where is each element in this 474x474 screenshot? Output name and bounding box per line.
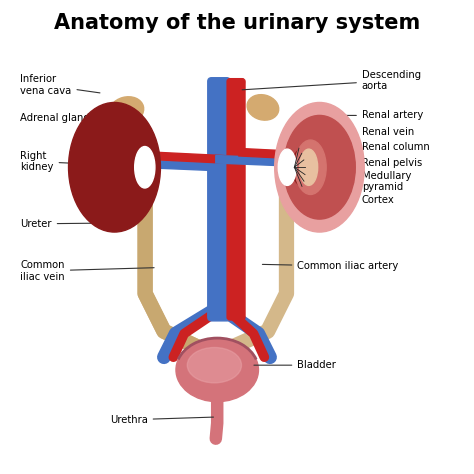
Ellipse shape — [176, 338, 258, 401]
Ellipse shape — [247, 95, 279, 120]
Ellipse shape — [187, 347, 241, 383]
Ellipse shape — [109, 97, 144, 125]
Text: Medullary
pyramid: Medullary pyramid — [311, 171, 411, 192]
Polygon shape — [228, 82, 245, 105]
Ellipse shape — [295, 140, 326, 194]
Ellipse shape — [69, 102, 160, 232]
Text: Descending
aorta: Descending aorta — [242, 70, 421, 91]
Wedge shape — [293, 167, 314, 188]
Ellipse shape — [283, 116, 356, 219]
Polygon shape — [216, 155, 296, 166]
Polygon shape — [136, 151, 231, 164]
Text: Anatomy of the urinary system: Anatomy of the urinary system — [54, 13, 420, 33]
Text: Renal column: Renal column — [306, 142, 429, 152]
Ellipse shape — [300, 149, 318, 185]
Text: Ureter: Ureter — [20, 219, 125, 229]
Text: Right
kidney: Right kidney — [20, 151, 86, 173]
Text: Renal pelvis: Renal pelvis — [302, 157, 422, 167]
Wedge shape — [291, 155, 314, 168]
Text: Urethra: Urethra — [110, 415, 213, 425]
Text: Renal artery: Renal artery — [296, 110, 423, 120]
Text: Common
iliac vein: Common iliac vein — [20, 260, 154, 282]
Wedge shape — [301, 144, 315, 167]
Text: Renal vein: Renal vein — [297, 128, 414, 137]
Ellipse shape — [278, 149, 296, 185]
Text: Cortex: Cortex — [318, 195, 395, 205]
Polygon shape — [239, 148, 296, 159]
Ellipse shape — [135, 146, 155, 188]
Wedge shape — [301, 167, 315, 191]
FancyBboxPatch shape — [208, 78, 230, 321]
Ellipse shape — [275, 102, 364, 232]
Polygon shape — [136, 160, 213, 171]
Text: Inferior
vena cava: Inferior vena cava — [20, 74, 100, 96]
Text: Bladder: Bladder — [254, 360, 336, 370]
Text: Adrenal gland: Adrenal gland — [20, 112, 116, 123]
FancyBboxPatch shape — [227, 79, 245, 320]
Text: Common iliac artery: Common iliac artery — [263, 261, 399, 271]
Wedge shape — [291, 166, 314, 180]
Wedge shape — [293, 146, 314, 167]
